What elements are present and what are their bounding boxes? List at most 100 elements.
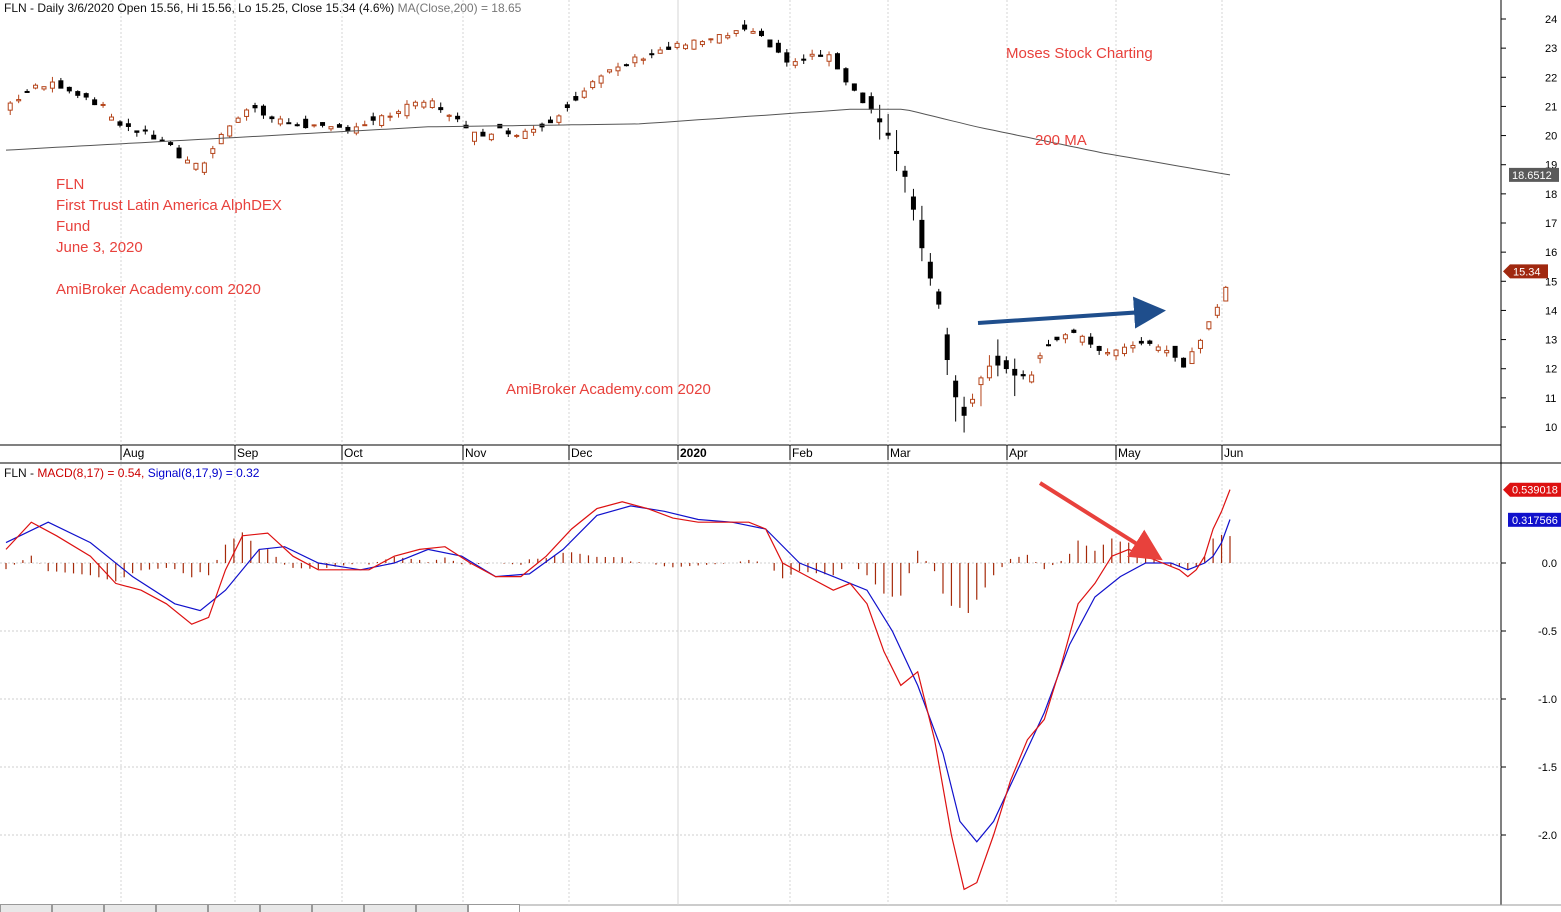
candle-body [792,61,798,66]
candle-body [809,53,815,57]
candle-body [328,126,334,130]
x-tick-label: Apr [1009,446,1028,460]
candle-body [1147,340,1153,344]
candle-body [1206,321,1212,330]
candle-body [1172,345,1178,358]
price-tick-label: 21 [1545,101,1557,113]
candle-body [1113,349,1119,357]
close-price-badge-text: 15.34 [1513,266,1541,278]
candle-body [826,54,832,62]
candle-body [860,92,866,104]
candle-body [58,80,64,89]
sheet-tab[interactable] [260,904,312,912]
candle-body [168,142,174,146]
x-tick-label: May [1118,446,1141,460]
candle-body [1020,374,1026,377]
candle-body [978,377,984,386]
candle-body [83,93,89,98]
candle-body [784,52,790,63]
price-tick-label: 13 [1545,335,1557,347]
candle-body [885,132,891,136]
macd-value-badge-text: 0.539018 [1512,485,1558,497]
candle-body [531,128,537,133]
candle-body [24,90,30,93]
signal-line [5,505,1231,843]
candle-body [33,84,39,89]
price-tick-label: 22 [1545,72,1557,84]
macd-tick-label: -1.0 [1538,694,1557,706]
macd-prefix: FLN - [4,466,38,480]
signal-value-badge [1508,512,1561,527]
sheet-tab[interactable] [208,904,260,912]
candle-body [919,219,925,249]
fund-line [56,258,282,279]
candle-body [1164,349,1170,354]
price-tick-label: 23 [1545,43,1557,55]
price-tick-label: 17 [1545,218,1557,230]
macd-tick-label: -2.0 [1538,830,1557,842]
ma-info: MA(Close,200) = 18.65 [397,1,522,15]
sheet-tab[interactable] [156,904,208,912]
sheet-tab[interactable] [416,904,468,912]
candle-body [1181,357,1187,368]
candle-body [716,34,722,44]
signal-value-badge-text: 0.317566 [1512,515,1558,527]
sheet-tab[interactable] [364,904,416,912]
price-tick-label: 20 [1545,131,1557,143]
price-tick-label: 11 [1545,393,1556,405]
sheet-tab[interactable] [312,904,364,912]
candle-body [218,133,224,145]
candle-body [877,118,883,123]
candle-body [1062,334,1068,340]
candle-body [818,54,824,57]
candle-body [1214,306,1220,316]
x-tick-label: 2020 [680,446,707,460]
candle-body [759,30,765,37]
candle-body [1121,346,1127,355]
x-tick-label: Mar [890,446,911,460]
candle-body [7,102,13,111]
macd-tick-label: -1.5 [1538,762,1557,774]
candle-body [227,125,233,137]
candle-body [286,122,292,125]
candle-body [505,130,511,135]
fund-line: June 3, 2020 [56,239,143,256]
candle-body [210,148,216,154]
candle-body [488,133,494,141]
ma-value-badge [1509,167,1559,182]
macd-tick-label: 0.0 [1542,558,1557,570]
candle-body [16,99,22,102]
candle-body [438,107,444,111]
price-tick-label: 18 [1545,189,1557,201]
candle-body [556,115,562,123]
candle-body [92,99,98,106]
trend-arrow-blue [977,296,1166,329]
candle-body [193,162,199,170]
candle-body [252,105,258,109]
candle-body [953,380,959,398]
candle-body [75,91,81,96]
candle-body [590,81,596,89]
candle-body [801,58,807,61]
candle-body [927,261,933,279]
candle-body [1003,360,1009,370]
sheet-tab-active[interactable] [468,904,520,912]
candle-body [514,134,520,137]
candle-body [699,41,705,46]
ma-value-badge-text: 18.6512 [1512,170,1552,182]
candle-body [142,129,148,132]
sheet-tab[interactable] [104,904,156,912]
price-tick-label: 24 [1545,14,1557,26]
price-tick-label: 16 [1545,247,1557,259]
candle-body [235,117,241,123]
candle-body [598,75,604,84]
candle-body [936,291,942,305]
candle-body [387,115,393,118]
candle-body [767,39,773,48]
sheet-tab[interactable] [52,904,104,912]
candle-body [66,86,72,92]
candle-body [345,126,351,132]
sheet-tab[interactable] [0,904,52,912]
candle-body [49,81,55,89]
